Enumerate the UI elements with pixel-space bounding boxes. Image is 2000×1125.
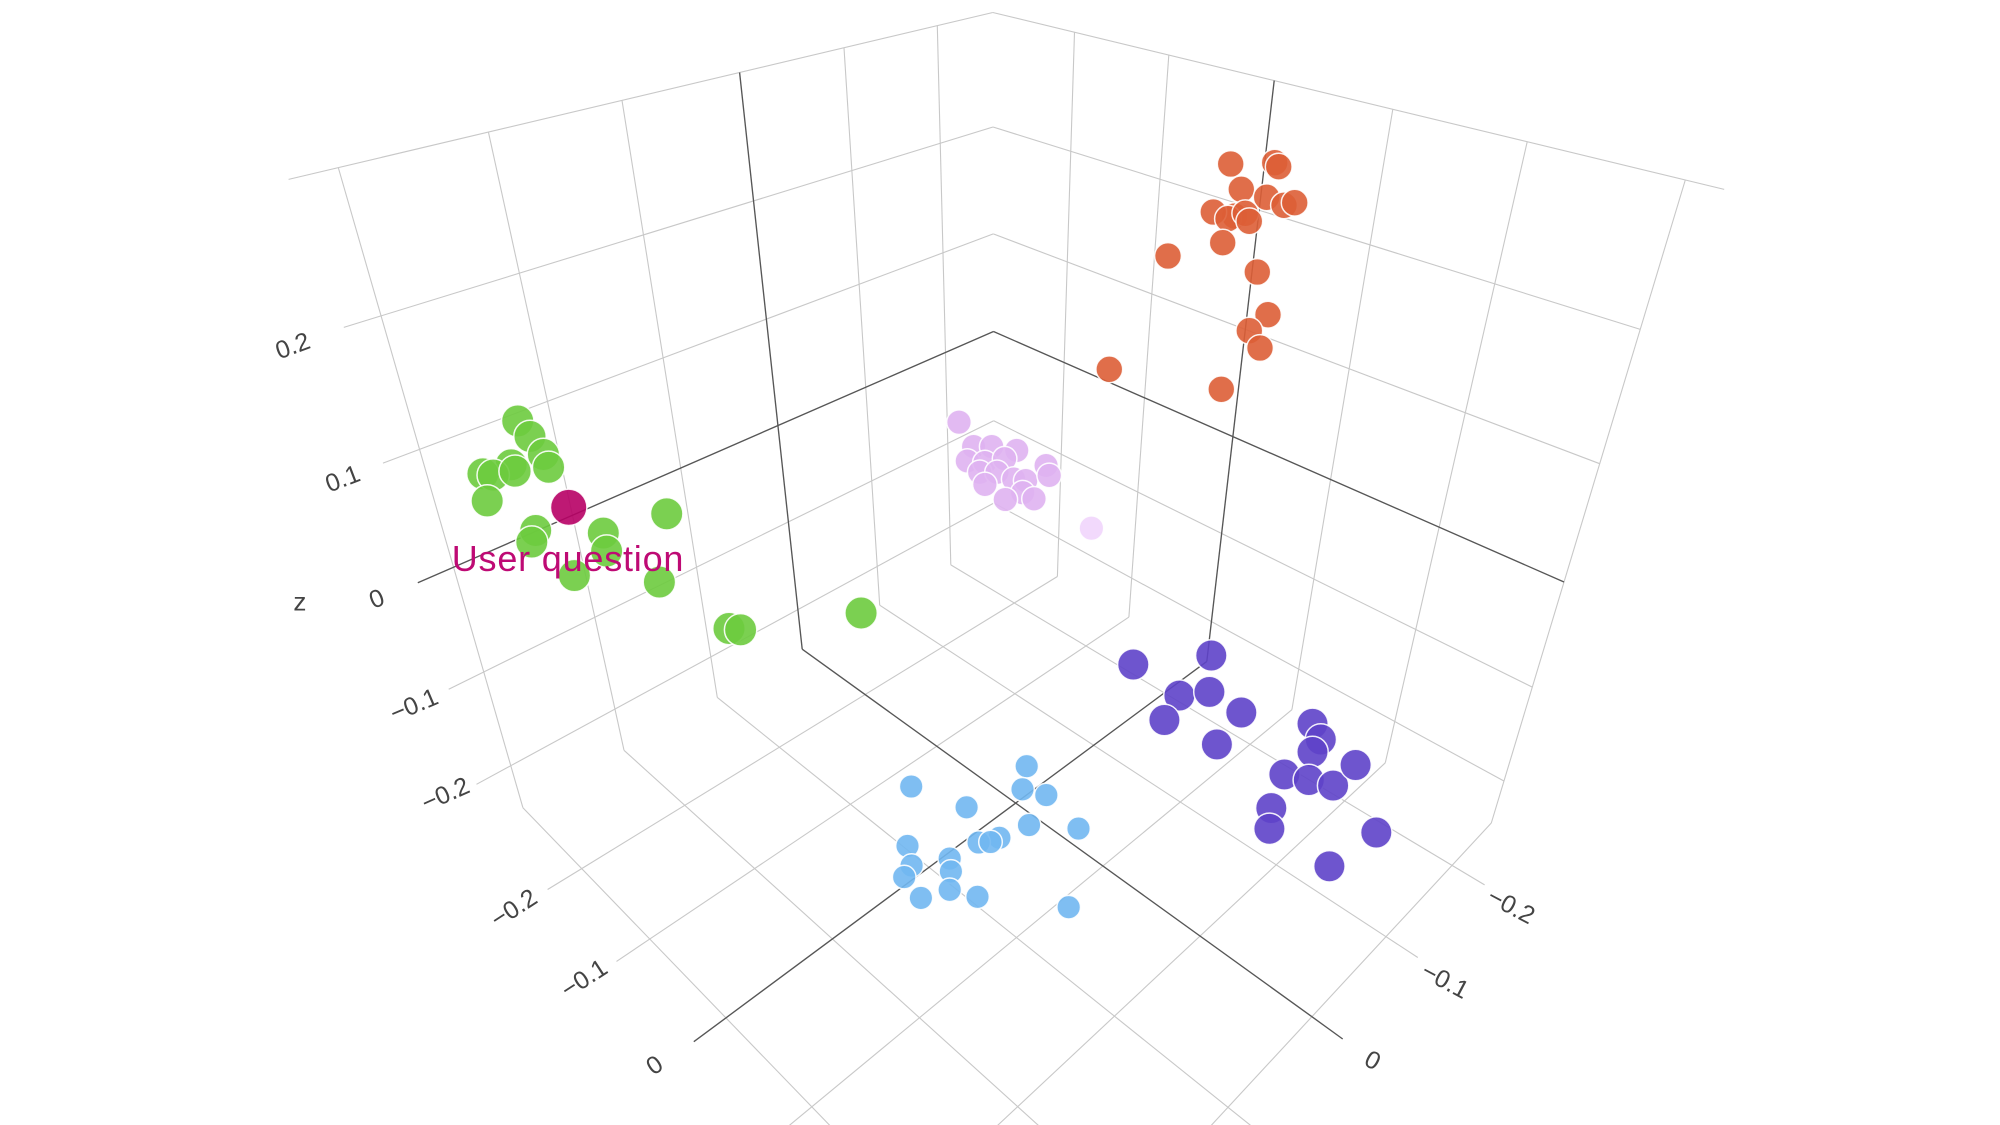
svg-text:User question: User question (452, 538, 685, 579)
svg-text:z: z (293, 587, 306, 617)
